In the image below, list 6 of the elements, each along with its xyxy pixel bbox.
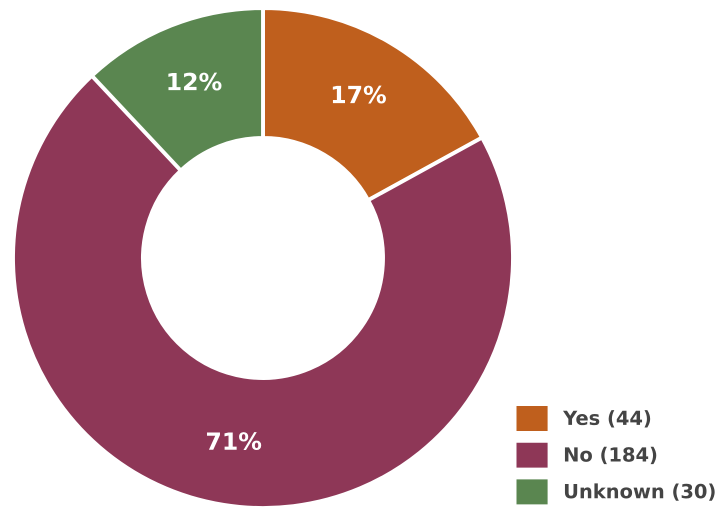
legend-label: Unknown (30): [564, 483, 715, 501]
data-label: 12%: [168, 72, 222, 91]
data-label: 71%: [206, 432, 262, 450]
legend-label: Yes (44): [562, 410, 650, 428]
data-label: 17%: [332, 86, 386, 104]
legend-label: No (184): [564, 446, 656, 464]
